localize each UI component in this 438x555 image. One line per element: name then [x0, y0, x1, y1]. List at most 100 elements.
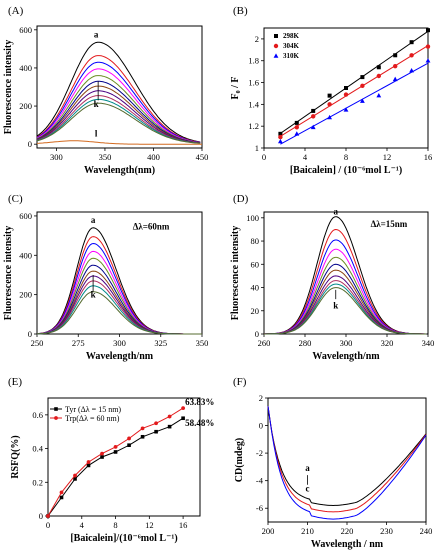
legend-label: Trp(Δλ = 60 nm) [65, 414, 120, 423]
x-tick-label: 16 [179, 520, 188, 530]
x-tick-label: 4 [303, 152, 308, 162]
data-point [425, 44, 431, 49]
emission-curve-1 [36, 55, 201, 143]
y-tick-label: 2 [259, 393, 263, 403]
data-point [59, 490, 64, 495]
y-tick-label: 1 [255, 143, 259, 153]
data-point [409, 67, 414, 73]
y-tick-label: 0.6 [32, 410, 43, 420]
panel-label: (E) [8, 376, 22, 388]
data-point [393, 63, 398, 69]
y-axis-label: RSFQ(%) [10, 435, 21, 478]
x-tick-label: 280 [299, 338, 312, 348]
legend-label: 304K [283, 42, 300, 50]
x-tick-label: 400 [147, 152, 160, 162]
x-tick-label: 300 [50, 152, 63, 162]
data-point [278, 134, 283, 140]
fit-line-304K [280, 45, 429, 137]
data-point [100, 455, 104, 459]
y-tick-label: 40 [251, 283, 260, 293]
label-l: l [95, 129, 98, 139]
x-tick-label: 16 [424, 152, 433, 162]
emission-curve-2 [263, 239, 427, 335]
x-tick-label: 200 [262, 526, 275, 536]
data-point [73, 473, 77, 478]
y-tick-label: 0 [259, 421, 263, 431]
data-point [59, 495, 64, 500]
emission-curve-0 [36, 41, 201, 143]
label-a: a [305, 463, 310, 473]
y-tick-label: 200 [19, 101, 32, 111]
y-tick-label: 0.4 [32, 444, 43, 454]
data-point [311, 114, 316, 119]
x-tick-label: 220 [341, 526, 354, 536]
data-point [100, 451, 104, 456]
emission-curve-4 [36, 75, 201, 144]
x-tick-label: 350 [99, 152, 112, 162]
legend-label: 310K [283, 52, 300, 60]
data-point [376, 93, 382, 98]
legend-marker [273, 53, 279, 58]
x-tick-label: 350 [196, 338, 209, 348]
emission-curve-3 [36, 68, 201, 143]
x-tick-label: 275 [72, 338, 85, 348]
y-tick-label: 0 [28, 329, 32, 339]
emission-curve-6 [36, 85, 201, 144]
y-tick-label: 1.4 [248, 99, 259, 109]
y-tick-label: 0 [28, 139, 32, 149]
data-point [86, 463, 91, 468]
cd-curve-0 [267, 406, 427, 507]
data-point [154, 429, 158, 434]
emission-curve-2 [36, 61, 201, 143]
fit-line-310K [280, 62, 429, 145]
y-tick-label: 20 [251, 306, 260, 316]
data-point [344, 86, 348, 90]
data-point [278, 131, 283, 136]
label-k: k [91, 290, 96, 300]
data-point [181, 406, 186, 411]
x-axis-label: [Baicalein]/(10⁻⁶mol L⁻¹) [70, 533, 177, 544]
data-point [311, 108, 316, 113]
y-axis-label: F₀ / F [230, 77, 241, 100]
plot-frame [267, 397, 427, 523]
data-point [86, 460, 91, 464]
x-tick-label: 8 [113, 520, 117, 530]
emission-curve-6 [264, 269, 427, 335]
panel-label: (A) [8, 5, 24, 17]
x-axis-label: [Baicalein] / (10⁻⁶mol L⁻¹) [290, 165, 402, 176]
data-point [113, 444, 118, 449]
data-point [343, 92, 349, 97]
x-tick-label: 8 [344, 152, 348, 162]
series-line-0 [47, 417, 184, 517]
data-point [425, 58, 431, 63]
data-point [343, 107, 349, 112]
y-axis-label: Fluorescence intensity [230, 226, 241, 321]
y-tick-label: 1.2 [248, 121, 259, 131]
data-point [327, 114, 332, 120]
emission-curve-10 [264, 287, 427, 335]
data-point [127, 443, 131, 447]
data-point [360, 75, 365, 80]
data-point [294, 125, 299, 130]
x-tick-label: 300 [113, 338, 126, 348]
panel-E: (E) 0 4 8 12 16 0 0.2 0.4 0.6 [Baicalein]/(10⁻⁶mol… [8, 376, 214, 544]
emission-curve-10 [36, 291, 202, 335]
panel-label: (D) [233, 193, 249, 205]
y-tick-label: -2 [256, 448, 263, 458]
data-point [140, 434, 145, 439]
legend-label: 298K [283, 32, 300, 40]
data-point [426, 28, 430, 33]
label-c: c [306, 484, 310, 494]
emission-curve-4 [263, 256, 427, 335]
emission-curve-10 [36, 102, 201, 144]
panel-F: (F) 200 210 220 230 240 -6 -4 -2 0 2 Wavelength / n… [233, 376, 432, 550]
x-axis-label: Wavelength/nm [312, 351, 380, 362]
y-axis-label: CD(mdeg) [234, 438, 245, 482]
x-tick-label: 0 [46, 520, 50, 530]
x-axis-label: Wavelength / nm [311, 539, 384, 550]
cd-curve-2 [267, 406, 427, 520]
label-a: a [334, 206, 339, 216]
y-tick-label: 1.8 [248, 56, 259, 66]
